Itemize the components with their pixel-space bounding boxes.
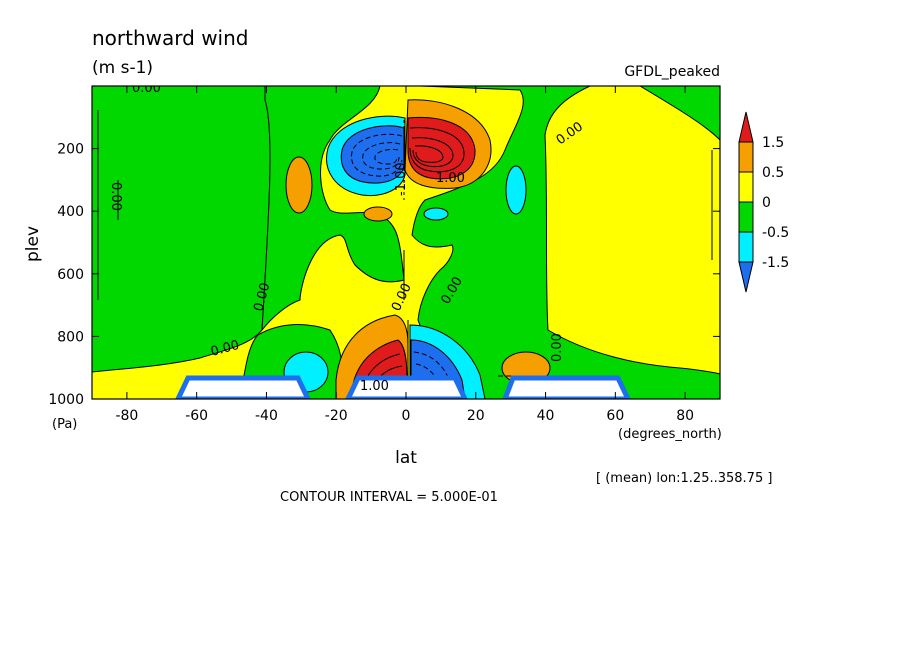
contour-label: 1.00 bbox=[360, 379, 389, 394]
region-orange-sh-mid bbox=[285, 156, 313, 214]
chart-title: northward wind bbox=[92, 26, 248, 50]
x-tick-label: 0 bbox=[402, 408, 411, 424]
contour-label: 1.00 bbox=[436, 171, 465, 186]
contour-fill-field: 0.00 0.00 0.00 0.00 0.00 0.00 0.00 0.00 … bbox=[92, 81, 720, 399]
y-tick-label: 400 bbox=[57, 204, 84, 220]
contour-interval-note: CONTOUR INTERVAL = 5.000E-01 bbox=[280, 490, 498, 505]
y-axis-label: plev bbox=[23, 226, 43, 262]
y-tick-label: 600 bbox=[57, 267, 84, 283]
x-tick-label: 60 bbox=[606, 408, 624, 424]
topography-masks bbox=[175, 375, 631, 399]
region-green-sh-polar bbox=[92, 86, 271, 373]
contour-label: 0.00 bbox=[209, 338, 241, 360]
colorbar-label: 0 bbox=[762, 195, 771, 211]
region-green-nh-mid bbox=[411, 86, 720, 399]
region-green-top-center bbox=[261, 86, 405, 332]
region-cyan-small bbox=[423, 207, 449, 221]
contour-label: 0.00 bbox=[251, 281, 273, 313]
colorbar-label: -1.5 bbox=[762, 255, 789, 271]
contour-label: 0.00 bbox=[132, 81, 161, 96]
x-tick-label: -80 bbox=[115, 408, 138, 424]
y-tick-label: 1000 bbox=[48, 392, 84, 408]
y-tick-label: 200 bbox=[57, 142, 84, 158]
model-label: GFDL_peaked bbox=[624, 64, 720, 80]
chart-units: (m s-1) bbox=[92, 58, 153, 78]
colorbar-swatch-yellow bbox=[738, 171, 754, 203]
misc-contours bbox=[97, 110, 713, 399]
contour-label: 0.00 bbox=[550, 333, 565, 362]
region-cyan-nh-mid bbox=[505, 165, 527, 215]
colorbar: 1.5 0.5 0 -0.5 -1.5 bbox=[738, 111, 789, 293]
y-tick-label: 800 bbox=[57, 329, 84, 345]
colorbar-label: -0.5 bbox=[762, 225, 789, 241]
mean-note: [ (mean) lon:1.25..358.75 ] bbox=[596, 471, 772, 486]
region-red-upper-nh bbox=[407, 116, 476, 180]
colorbar-swatch-cyan bbox=[738, 231, 754, 263]
x-tick-label: 80 bbox=[676, 408, 694, 424]
x-tick-label: -60 bbox=[185, 408, 208, 424]
y-axis-ticks: 200 400 600 800 1000 bbox=[48, 142, 720, 408]
colorbar-label: 1.5 bbox=[762, 135, 784, 151]
x-tick-label: -20 bbox=[325, 408, 348, 424]
contour-label: -1.00 bbox=[394, 162, 409, 196]
x-axis-ticks: -80 -60 -40 -20 0 20 40 60 80 bbox=[115, 86, 694, 424]
colorbar-swatch-green bbox=[738, 201, 754, 233]
x-axis-label: lat bbox=[395, 448, 417, 468]
x-tick-label: -40 bbox=[255, 408, 278, 424]
colorbar-swatch-orange bbox=[738, 141, 754, 173]
colorbar-swatch-red bbox=[738, 111, 754, 143]
region-orange-small bbox=[363, 206, 393, 222]
x-tick-label: 20 bbox=[467, 408, 485, 424]
colorbar-swatch-blue bbox=[738, 261, 754, 293]
contour-label: 0.00 bbox=[108, 182, 123, 211]
colorbar-label: 0.5 bbox=[762, 165, 784, 181]
y-axis-unit: (Pa) bbox=[52, 417, 77, 432]
x-tick-label: 40 bbox=[537, 408, 555, 424]
x-axis-unit: (degrees_north) bbox=[618, 427, 722, 442]
